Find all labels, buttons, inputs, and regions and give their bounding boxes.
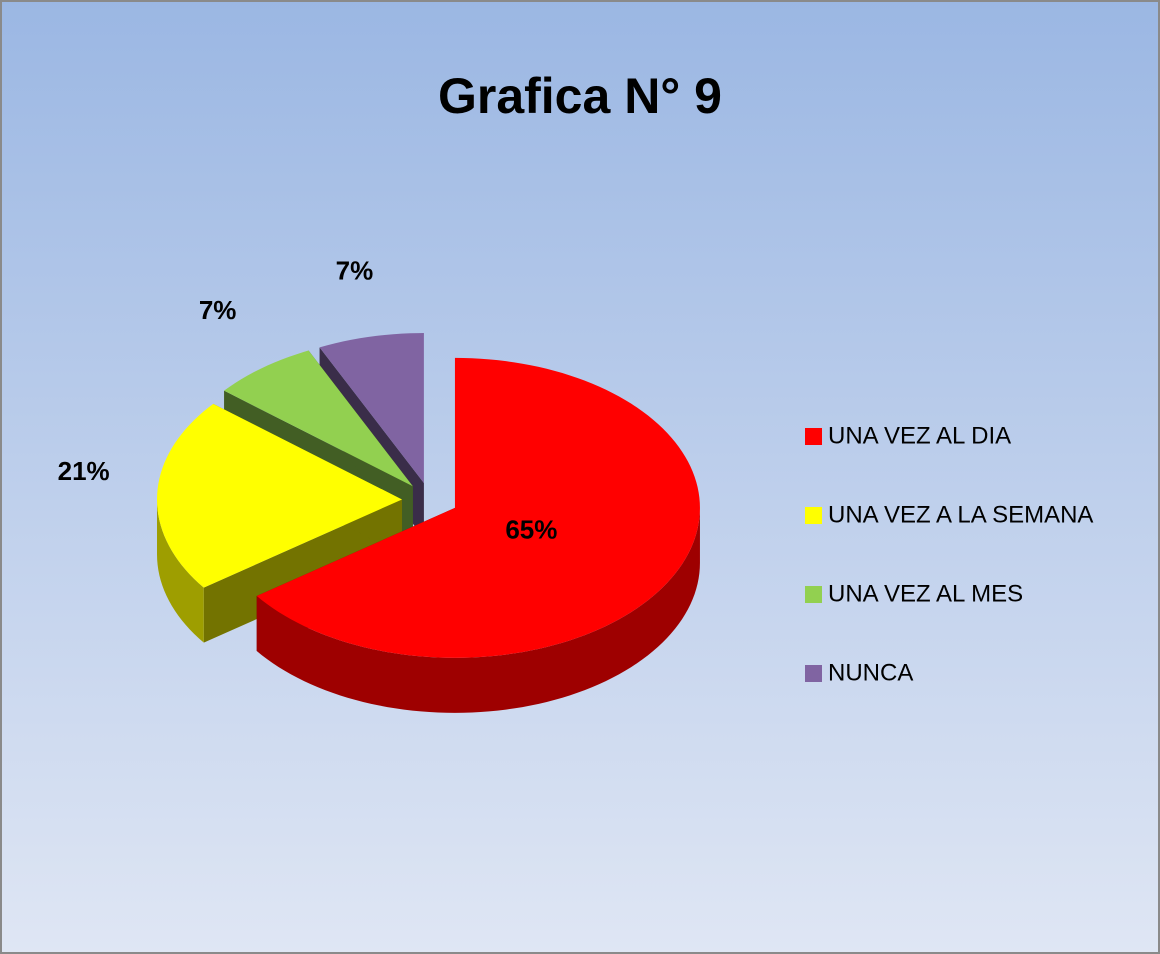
legend-swatch: [805, 665, 822, 682]
legend-label: UNA VEZ A LA SEMANA: [828, 501, 1093, 528]
legend: UNA VEZ AL DIA UNA VEZ A LA SEMANA UNA VEZ…: [805, 422, 1093, 686]
slice: [157, 403, 403, 588]
data-label: 21%: [58, 456, 110, 486]
chart-title: Grafica N° 9: [438, 68, 722, 124]
data-label: 7%: [199, 295, 237, 325]
slice: [224, 350, 413, 487]
legend-swatch: [805, 428, 822, 445]
slice-side: [157, 499, 204, 643]
data-label: 65%: [505, 515, 557, 545]
slice: [256, 357, 700, 658]
legend-swatch: [805, 586, 822, 603]
legend-label: UNA VEZ AL DIA: [828, 422, 1011, 449]
legend-swatch: [805, 507, 822, 524]
legend-label: NUNCA: [828, 659, 913, 686]
pie: 65% 21% 7% 7%: [58, 256, 700, 713]
slice: [319, 333, 424, 484]
legend-label: UNA VEZ AL MES: [828, 580, 1023, 607]
data-label: 7%: [336, 256, 374, 286]
slice-wall: [203, 499, 403, 643]
slice-side: [256, 507, 700, 713]
